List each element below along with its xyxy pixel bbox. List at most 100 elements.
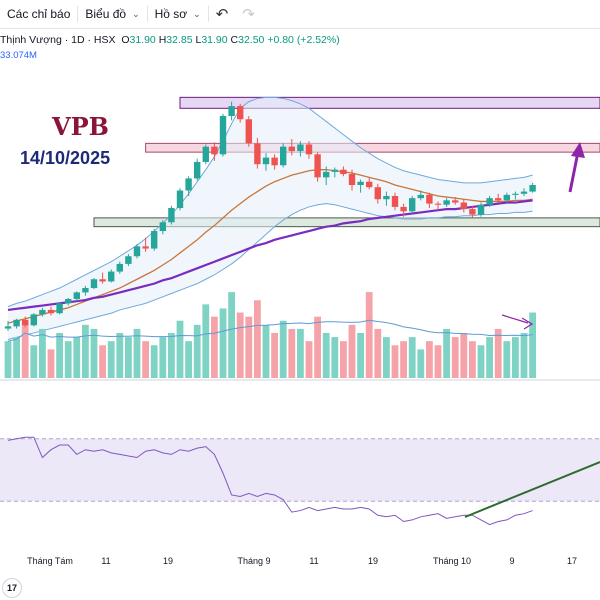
candle-body — [4, 326, 12, 329]
volume-bar — [254, 300, 261, 378]
close-label: C — [230, 34, 239, 46]
chart-menu-button[interactable]: Biểu đồ ⌄ — [78, 0, 146, 28]
candle-body — [452, 200, 459, 203]
up-arrow-shaft — [568, 151, 580, 193]
tradingview-logo[interactable]: 17 — [2, 578, 22, 598]
candle-body — [443, 200, 450, 205]
bollinger-fill — [8, 97, 533, 340]
volume-bar — [116, 333, 124, 378]
volume-bar — [202, 304, 210, 378]
candle-body — [348, 174, 356, 186]
volume-bar — [73, 337, 81, 378]
candle-body — [176, 190, 184, 209]
profile-menu-button[interactable]: Hồ sơ ⌄ — [148, 0, 208, 28]
time-axis[interactable]: Tháng Tám 11 19 Tháng 9 11 19 Tháng 10 9 17 — [0, 556, 600, 576]
candle-body — [202, 146, 209, 162]
candle-body — [529, 185, 536, 192]
candle-body — [211, 146, 218, 155]
volume-bar — [520, 333, 528, 378]
candlesticks — [4, 101, 536, 331]
time-axis-label: 19 — [162, 556, 174, 566]
volume-bar — [107, 341, 115, 378]
volume-bar — [236, 312, 244, 378]
volume-bar — [168, 333, 175, 378]
volume-bar — [383, 337, 390, 378]
volume-bar — [374, 328, 382, 378]
volume-bar — [512, 337, 519, 378]
symbol-name: Thịnh Vượng · 1D · HSX — [0, 34, 116, 46]
moving-averages — [7, 169, 533, 324]
candle-body — [228, 106, 235, 116]
volume-bar — [64, 341, 72, 378]
volume-bar — [460, 333, 468, 378]
volume-bar — [400, 341, 407, 378]
candle-body — [305, 144, 313, 155]
zone-resistance-mid — [145, 142, 600, 153]
redo-icon: ↷ — [242, 6, 255, 23]
candle-body — [237, 106, 244, 120]
candle-body — [477, 204, 485, 215]
bollinger-bands — [7, 96, 533, 341]
volume-bar — [494, 328, 502, 378]
volume-bar — [125, 337, 132, 378]
volume-bar — [365, 292, 373, 378]
rsi-band — [0, 438, 600, 502]
undo-button[interactable]: ↶ — [209, 0, 236, 28]
volume-bar — [99, 345, 106, 378]
candle-body — [400, 206, 407, 212]
candle-body — [185, 178, 192, 191]
candle-body — [151, 231, 158, 249]
candle-body — [13, 319, 20, 327]
candle-body — [245, 119, 252, 144]
volume-bar — [39, 328, 46, 378]
time-axis-label: 17 — [566, 556, 578, 566]
ma-slow-line — [7, 199, 533, 312]
toolbar-divider — [77, 6, 79, 22]
candle-body — [47, 309, 55, 314]
volume-bar — [426, 341, 433, 378]
volume-bar — [228, 292, 235, 378]
undo-icon: ↶ — [215, 6, 229, 23]
volume-bar — [245, 316, 253, 378]
candle-body — [469, 209, 476, 215]
time-axis-label: Tháng 10 — [432, 556, 472, 566]
volume-bar — [443, 328, 450, 378]
volume-bar — [340, 341, 347, 378]
candle-body — [65, 298, 72, 304]
up-arrow-head — [571, 142, 585, 158]
volume-bar — [305, 341, 313, 378]
time-axis-label: Tháng 9 — [237, 556, 271, 566]
bollinger-lower-line — [7, 203, 533, 341]
time-axis-label: 19 — [367, 556, 379, 566]
volume-bar — [56, 333, 63, 378]
volume-ma-line — [7, 319, 533, 342]
volume-bar — [348, 324, 356, 378]
candle-body — [254, 143, 261, 165]
volume-bars — [4, 292, 536, 378]
rsi-line — [7, 436, 533, 526]
candle-body — [142, 246, 149, 249]
volume-bar — [30, 345, 38, 378]
volume-bar — [451, 337, 459, 378]
ticker-annotation: VPB — [52, 112, 109, 141]
volume-bar — [297, 328, 304, 378]
candle-body — [426, 194, 433, 204]
volume-bar — [357, 333, 364, 378]
volume-bar — [271, 333, 278, 378]
volume-bar — [150, 345, 158, 378]
volume-bar — [322, 333, 330, 378]
volume-bar — [219, 308, 227, 378]
candle-body — [417, 194, 424, 199]
open-value: 31.90 — [129, 34, 156, 46]
price-chart[interactable] — [0, 0, 600, 556]
candle-body — [219, 115, 227, 155]
volume-bar — [486, 337, 493, 378]
candle-body — [297, 144, 304, 152]
volume-bar — [193, 324, 201, 378]
chart-menu-label: Biểu đồ — [85, 7, 127, 21]
redo-button[interactable]: ↷ — [235, 0, 262, 28]
volume-bar — [211, 316, 218, 378]
candle-body — [288, 146, 295, 152]
time-axis-label: 11 — [309, 556, 319, 566]
indicators-button[interactable]: Các chỉ báo — [0, 0, 77, 28]
